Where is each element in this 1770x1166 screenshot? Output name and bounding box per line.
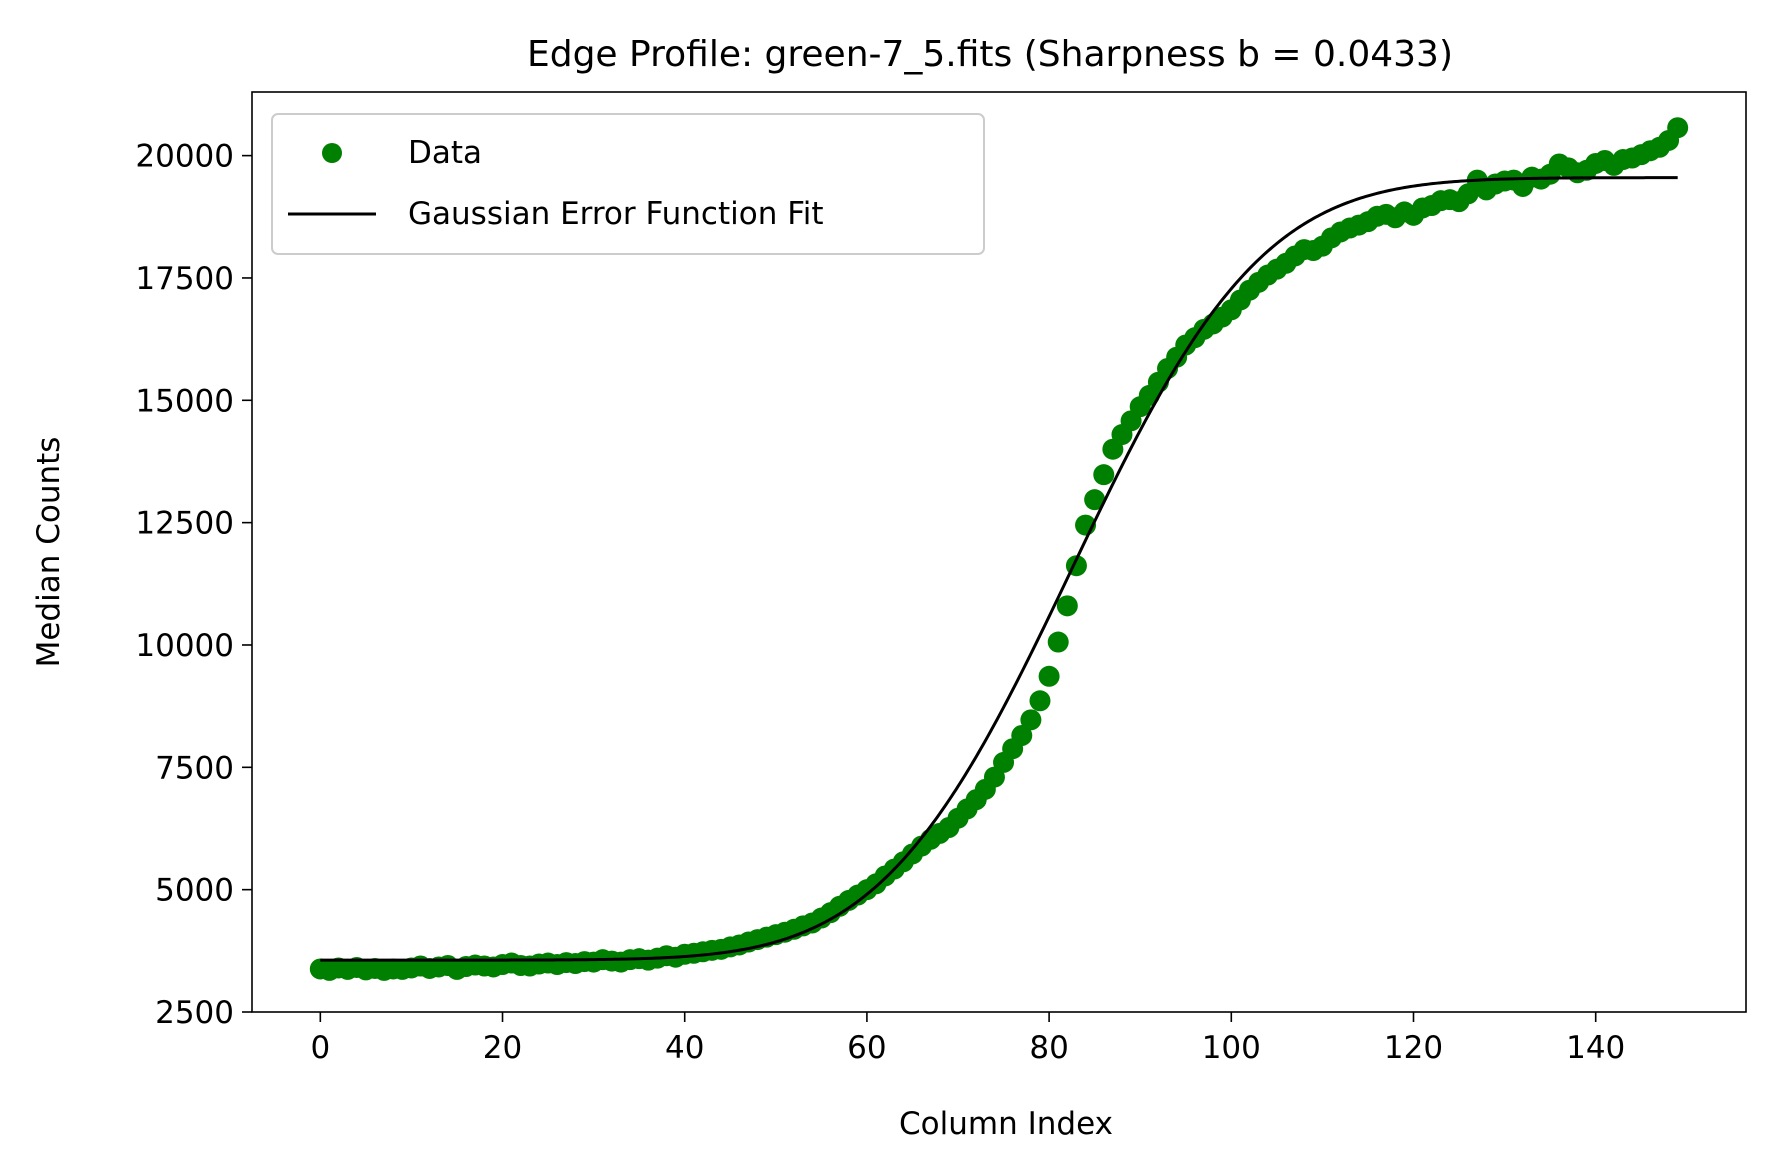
x-axis-ticks: 0 20 40 60 80 100 120 140 [310,1012,1625,1066]
plot-area [309,117,1689,981]
data-point [1056,595,1078,617]
x-tick-label: 20 [483,1030,522,1066]
data-point [1029,690,1051,712]
fit-line [320,176,1678,962]
legend-fit-label: Gaussian Error Function Fit [408,196,824,232]
y-tick-label: 12500 [135,506,234,542]
y-tick-label: 2500 [155,995,234,1031]
data-point [1667,117,1689,139]
x-tick-label: 60 [847,1030,886,1066]
x-tick-label: 120 [1384,1030,1443,1066]
y-tick-label: 10000 [135,628,234,664]
data-point [1011,725,1033,747]
data-point [1020,709,1042,731]
legend: Data Gaussian Error Function Fit [271,113,985,255]
legend-data-label: Data [408,135,482,171]
x-tick-label: 80 [1029,1030,1068,1066]
x-tick-label: 100 [1202,1030,1261,1066]
y-tick-label: 15000 [135,383,234,419]
data-point [1047,631,1069,653]
y-tick-label: 5000 [155,873,234,909]
y-tick-label: 20000 [135,139,234,175]
chart-title: Edge Profile: green-7_5.fits (Sharpness … [527,34,1453,75]
legend-data-marker [322,143,342,163]
data-series [309,117,1689,981]
y-tick-label: 7500 [155,750,234,786]
data-point [1038,665,1060,687]
x-tick-label: 40 [665,1030,704,1066]
data-point [1084,489,1106,511]
y-axis-ticks: 2500 5000 7500 10000 12500 15000 17500 20000 [135,139,252,1031]
y-tick-label: 17500 [135,261,234,297]
data-point [1093,464,1115,486]
x-axis-label: Column Index [899,1106,1113,1142]
x-tick-label: 0 [310,1030,330,1066]
x-tick-label: 140 [1566,1030,1625,1066]
axes-frame [251,91,1747,1013]
legend-box [271,113,985,255]
y-axis-label: Median Counts [31,437,67,668]
